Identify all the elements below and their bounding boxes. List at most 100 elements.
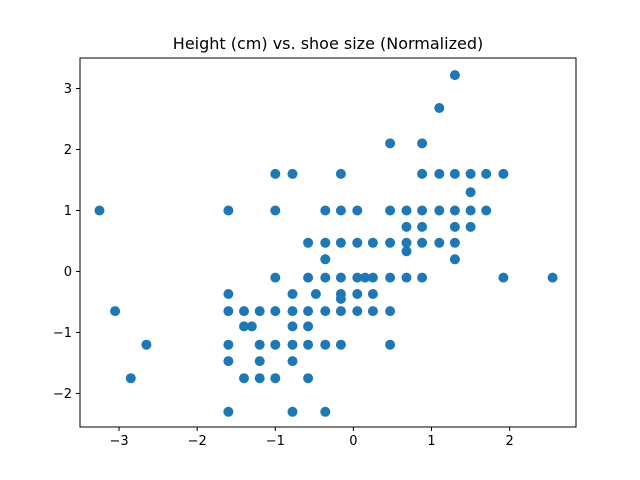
- data-point: [223, 289, 234, 299]
- data-point: [335, 205, 346, 216]
- data-point: [303, 272, 314, 283]
- data-point: [449, 70, 460, 81]
- data-point: [401, 221, 412, 232]
- data-point: [401, 237, 412, 248]
- data-point: [449, 168, 460, 179]
- data-point: [223, 306, 234, 317]
- data-point: [141, 339, 152, 350]
- data-point: [352, 306, 363, 317]
- data-point: [303, 321, 314, 332]
- data-point: [287, 339, 298, 350]
- data-point: [287, 356, 298, 367]
- data-point: [223, 339, 234, 350]
- data-point: [367, 289, 378, 299]
- data-point: [417, 205, 428, 216]
- data-point: [367, 306, 378, 317]
- axis-ticks: −3 −2 −1 0 1 2 −2 −1 0 1 2 3: [53, 82, 514, 449]
- data-point: [465, 168, 476, 179]
- data-point: [465, 205, 476, 216]
- data-point: [401, 272, 412, 283]
- data-point: [367, 237, 378, 248]
- data-point: [352, 205, 363, 216]
- data-point: [352, 289, 363, 299]
- data-point: [335, 306, 346, 317]
- data-point: [449, 237, 460, 248]
- data-point: [254, 356, 265, 367]
- y-tick-label: 1: [64, 204, 72, 219]
- plot-frame: [79, 57, 577, 428]
- data-point: [417, 138, 428, 149]
- data-point: [417, 237, 428, 248]
- data-point: [287, 306, 298, 317]
- data-point: [385, 237, 396, 248]
- data-point: [270, 205, 281, 216]
- data-point: [481, 168, 492, 179]
- data-point: [303, 373, 314, 384]
- data-point: [310, 289, 321, 299]
- data-point: [352, 272, 363, 283]
- data-point: [498, 168, 509, 179]
- data-point: [320, 339, 331, 350]
- data-point: [254, 339, 265, 350]
- data-point: [498, 272, 509, 283]
- data-point: [434, 205, 445, 216]
- data-point: [352, 237, 363, 248]
- data-point: [401, 205, 412, 216]
- y-tick-label: −1: [53, 326, 72, 341]
- data-point: [270, 272, 281, 283]
- data-point: [417, 168, 428, 179]
- data-point: [223, 205, 234, 216]
- data-point: [360, 272, 371, 283]
- data-point: [401, 246, 412, 257]
- y-tick-label: 0: [64, 265, 72, 280]
- data-point: [320, 272, 331, 283]
- data-point: [287, 321, 298, 332]
- data-point: [434, 237, 445, 248]
- data-point: [287, 168, 298, 179]
- data-point: [367, 272, 378, 283]
- x-tick-label: 0: [349, 434, 357, 449]
- data-point: [94, 205, 105, 216]
- data-point: [239, 373, 249, 384]
- x-tick-label: 1: [427, 434, 435, 449]
- data-point: [449, 221, 460, 232]
- data-point: [303, 339, 314, 350]
- data-point: [223, 406, 234, 417]
- x-tick-label: −2: [188, 434, 207, 449]
- data-point: [335, 168, 346, 179]
- data-point: [320, 205, 331, 216]
- data-point: [239, 321, 249, 332]
- data-point: [547, 272, 558, 283]
- chart-title: Height (cm) vs. shoe size (Normalized): [173, 34, 483, 53]
- data-point: [320, 254, 331, 265]
- data-point: [335, 237, 346, 248]
- data-point: [335, 293, 346, 304]
- data-point: [385, 138, 396, 149]
- data-points: [94, 70, 558, 417]
- data-point: [434, 103, 445, 113]
- data-point: [270, 168, 281, 179]
- data-point: [417, 272, 428, 283]
- data-point: [254, 373, 265, 384]
- x-tick-label: 2: [505, 434, 513, 449]
- data-point: [287, 406, 298, 417]
- data-point: [320, 406, 331, 417]
- y-tick-label: 3: [64, 82, 72, 97]
- data-point: [270, 339, 281, 350]
- data-point: [239, 306, 249, 317]
- data-point: [246, 321, 257, 332]
- data-point: [385, 339, 396, 350]
- data-point: [270, 306, 281, 317]
- data-point: [287, 289, 298, 299]
- data-point: [110, 306, 121, 317]
- data-point: [434, 168, 445, 179]
- data-point: [335, 272, 346, 283]
- data-point: [320, 306, 331, 317]
- y-tick-label: −2: [53, 387, 72, 402]
- data-point: [125, 373, 136, 384]
- data-point: [417, 221, 428, 232]
- data-point: [449, 205, 460, 216]
- x-tick-label: −3: [109, 434, 128, 449]
